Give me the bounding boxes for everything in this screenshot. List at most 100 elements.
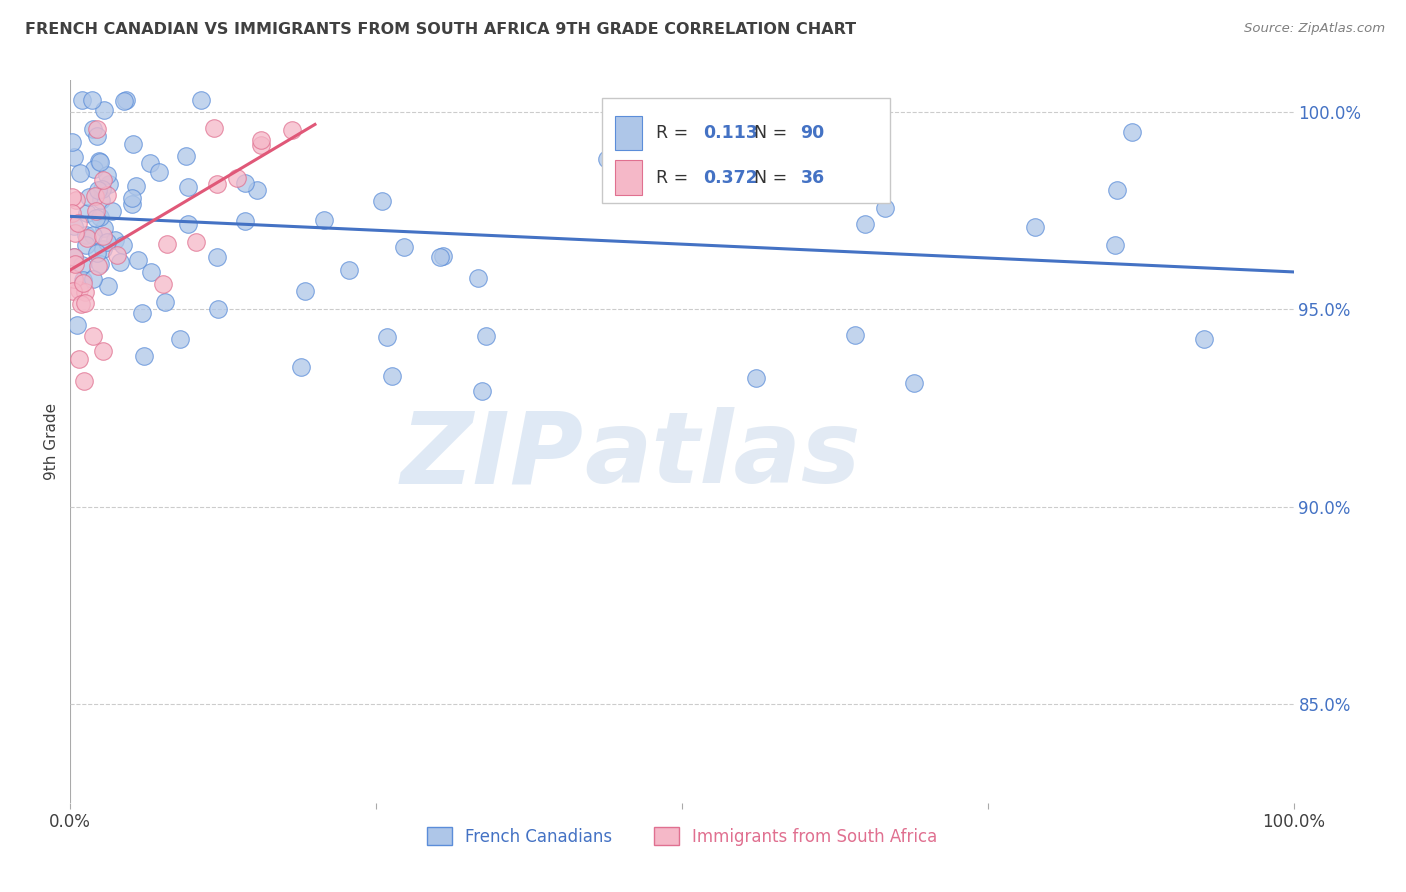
Point [112,95,135,109]
Point [121,197,143,211]
Point [381,369,404,384]
Point [82,329,104,343]
Point [312,213,335,227]
Point [281,123,304,137]
Point [121,191,143,205]
Point [474,328,496,343]
Legend: French Canadians, Immigrants from South Africa: French Canadians, Immigrants from South … [420,821,943,852]
Text: 0.113: 0.113 [703,124,758,142]
Point [429,250,451,264]
Point [139,265,162,279]
Point [86,246,108,260]
Point [84,204,107,219]
Point [87,153,110,168]
Point [91,242,114,256]
Point [761,113,783,128]
Point [176,180,198,194]
Point [725,186,748,201]
Point [207,177,229,191]
Point [73,285,96,299]
Point [471,384,494,399]
Point [73,295,96,310]
Point [70,296,93,310]
Point [1024,219,1046,234]
Point [86,211,108,226]
Point [63,257,86,271]
Point [169,332,191,346]
Point [155,294,177,309]
Point [115,93,138,107]
Point [86,129,108,144]
Point [62,150,84,164]
Point [134,349,156,363]
Point [226,171,249,186]
Point [903,376,925,391]
Text: atlas: atlas [583,408,860,505]
Point [62,284,84,298]
FancyBboxPatch shape [614,116,641,151]
Point [96,187,118,202]
Point [67,352,90,367]
Point [249,138,271,153]
Text: N =: N = [754,169,793,186]
Text: R =: R = [657,124,695,142]
Point [156,237,179,252]
Point [65,226,87,240]
Text: 36: 36 [800,169,825,186]
Point [86,122,108,136]
Point [853,217,876,231]
Point [63,251,86,265]
Point [91,173,114,187]
Point [89,155,111,169]
Point [619,145,641,159]
Point [91,229,114,244]
Point [745,370,768,384]
Point [290,360,312,375]
Point [77,190,100,204]
Point [63,250,86,264]
Point [202,121,225,136]
Point [76,205,98,219]
Point [190,93,212,107]
Point [371,194,394,209]
Point [60,135,83,149]
Point [63,272,86,286]
Y-axis label: 9th Grade: 9th Grade [44,403,59,480]
Point [75,228,97,243]
Point [89,257,111,271]
Point [97,279,120,293]
Point [93,343,115,358]
Point [246,183,269,197]
Point [104,234,127,248]
Point [82,121,104,136]
Point [75,238,97,252]
Point [337,263,360,277]
Point [1192,332,1215,346]
Point [65,193,87,207]
Point [87,259,110,273]
Point [98,177,121,191]
Point [72,276,94,290]
Point [70,93,93,107]
Point [233,213,256,227]
Point [122,136,145,151]
Point [82,227,104,242]
Point [82,272,104,286]
Point [152,277,174,291]
Point [184,235,207,249]
Point [67,215,90,229]
Point [596,152,619,166]
Point [467,270,489,285]
Point [105,248,128,262]
Point [1121,125,1143,139]
Point [294,284,316,298]
Point [844,327,866,342]
Point [873,201,896,215]
Point [392,240,415,254]
Text: Source: ZipAtlas.com: Source: ZipAtlas.com [1244,22,1385,36]
Point [1104,238,1126,252]
Point [60,190,83,204]
Point [432,249,454,263]
Point [101,204,124,219]
Point [80,93,103,107]
